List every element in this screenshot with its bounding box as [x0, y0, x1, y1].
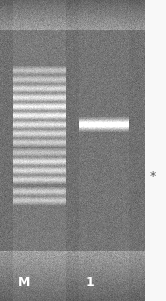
- Text: 1: 1: [85, 276, 94, 290]
- Text: *: *: [150, 169, 156, 183]
- Text: M: M: [18, 276, 30, 290]
